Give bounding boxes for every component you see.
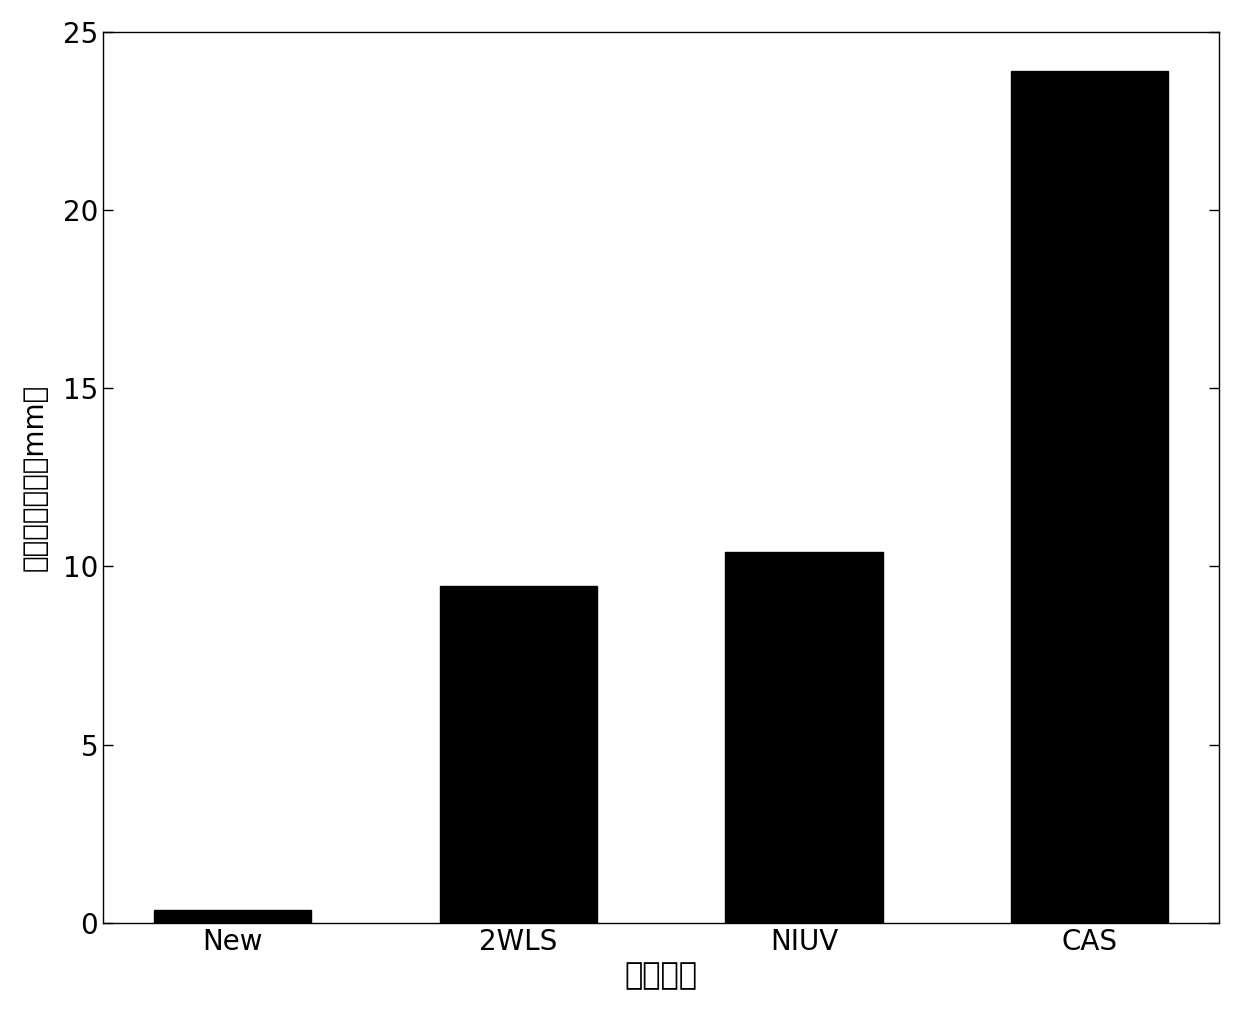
Bar — [1011, 71, 1168, 923]
Bar — [439, 586, 596, 923]
X-axis label: 定位方法: 定位方法 — [625, 961, 698, 990]
Bar — [154, 910, 311, 923]
Bar — [725, 552, 883, 923]
Y-axis label: 绝对距离误差（mm）: 绝对距离误差（mm） — [21, 383, 48, 571]
